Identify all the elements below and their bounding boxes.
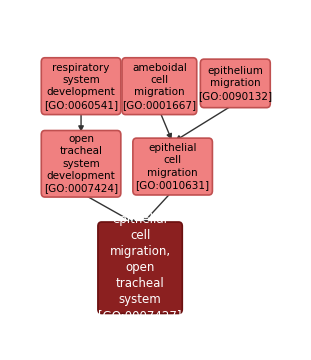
Text: respiratory
system
development
[GO:0060541]: respiratory system development [GO:00605… xyxy=(44,63,118,110)
Text: open
tracheal
system
development
[GO:0007424]: open tracheal system development [GO:000… xyxy=(44,134,118,194)
FancyBboxPatch shape xyxy=(122,58,197,114)
FancyBboxPatch shape xyxy=(133,138,212,195)
Text: epithelial
cell
migration,
open
tracheal
system
[GO:0007427]: epithelial cell migration, open tracheal… xyxy=(98,213,182,322)
FancyBboxPatch shape xyxy=(98,222,182,314)
FancyBboxPatch shape xyxy=(41,58,121,114)
Text: ameboidal
cell
migration
[GO:0001667]: ameboidal cell migration [GO:0001667] xyxy=(122,63,197,110)
FancyBboxPatch shape xyxy=(41,131,121,197)
Text: epithelium
migration
[GO:0090132]: epithelium migration [GO:0090132] xyxy=(198,66,272,101)
FancyBboxPatch shape xyxy=(200,59,270,108)
Text: epithelial
cell
migration
[GO:0010631]: epithelial cell migration [GO:0010631] xyxy=(136,143,210,190)
